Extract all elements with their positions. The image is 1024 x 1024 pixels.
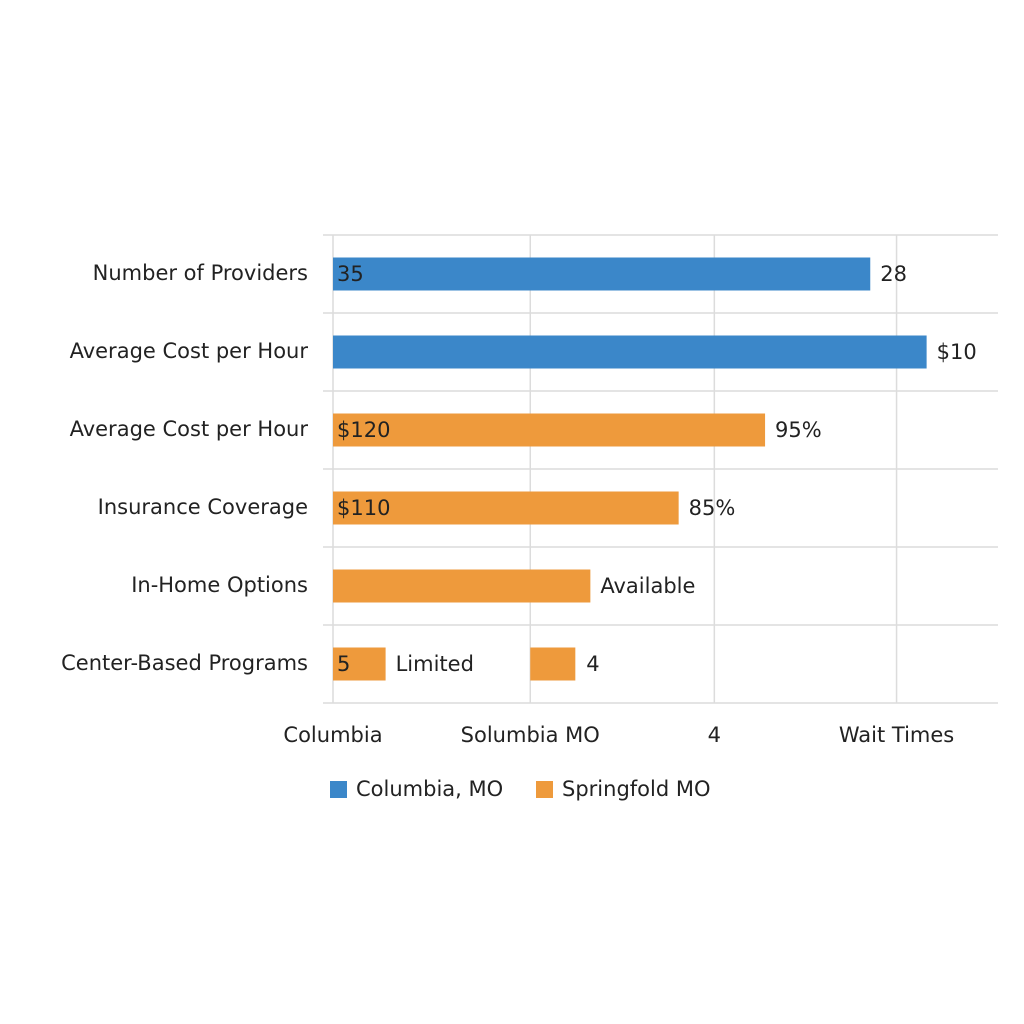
bar-inner-label: $120 — [337, 418, 390, 442]
bar — [333, 569, 591, 603]
bar — [333, 413, 766, 447]
bar-inner-label: 35 — [337, 262, 364, 286]
bar — [333, 335, 927, 369]
x-tick-label: Solumbia MO — [461, 723, 600, 747]
bar-outer-label: 85% — [689, 496, 736, 520]
bar-inner-label: 5 — [337, 652, 350, 676]
bar-inner-label: $110 — [337, 496, 390, 520]
bar — [333, 647, 386, 681]
x-tick-label: Columbia — [283, 723, 382, 747]
category-label: Insurance Coverage — [98, 495, 308, 519]
category-label: Average Cost per Hour — [70, 417, 309, 441]
bar-outer-label: Limited — [396, 652, 474, 676]
category-label: Center-Based Programs — [61, 651, 308, 675]
bar-outer-label: $10 — [937, 340, 977, 364]
legend-swatch — [330, 781, 347, 798]
x-tick-label: Wait Times — [839, 723, 954, 747]
category-label: Average Cost per Hour — [70, 339, 309, 363]
legend-label: Columbia, MO — [356, 777, 503, 801]
bar — [333, 257, 871, 291]
x-tick-label: 4 — [708, 723, 721, 747]
range-bar-label: 4 — [586, 652, 599, 676]
category-label: Number of Providers — [93, 261, 308, 285]
bar — [333, 491, 679, 525]
legend-label: Springfold MO — [562, 777, 711, 801]
category-label: In-Home Options — [131, 573, 308, 597]
range-bar — [530, 647, 576, 681]
legend-swatch — [536, 781, 553, 798]
bar-outer-label: 95% — [775, 418, 822, 442]
bar-outer-label: Available — [600, 574, 695, 598]
bar-outer-label: 28 — [880, 262, 907, 286]
